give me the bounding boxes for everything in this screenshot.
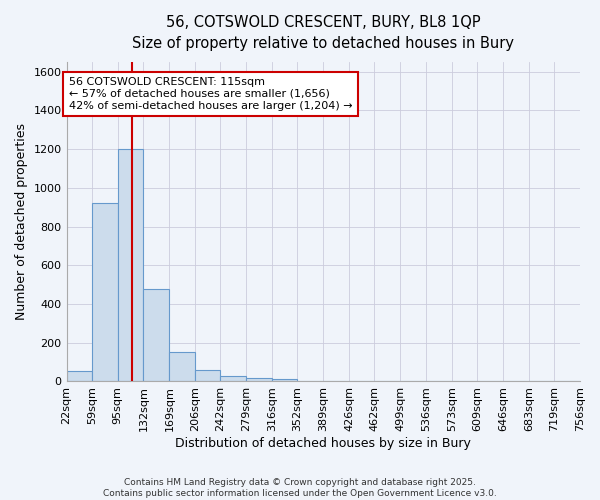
Bar bbox=[67, 371, 92, 382]
Title: 56, COTSWOLD CRESCENT, BURY, BL8 1QP
Size of property relative to detached house: 56, COTSWOLD CRESCENT, BURY, BL8 1QP Siz… bbox=[132, 15, 514, 51]
Bar bbox=[92, 204, 118, 382]
Bar bbox=[195, 370, 220, 382]
X-axis label: Distribution of detached houses by size in Bury: Distribution of detached houses by size … bbox=[175, 437, 471, 450]
Bar bbox=[220, 376, 247, 382]
Bar bbox=[272, 378, 298, 382]
Bar bbox=[143, 290, 169, 382]
Bar bbox=[169, 352, 195, 382]
Y-axis label: Number of detached properties: Number of detached properties bbox=[15, 123, 28, 320]
Text: 56 COTSWOLD CRESCENT: 115sqm
← 57% of detached houses are smaller (1,656)
42% of: 56 COTSWOLD CRESCENT: 115sqm ← 57% of de… bbox=[68, 78, 352, 110]
Bar bbox=[247, 378, 272, 382]
Text: Contains HM Land Registry data © Crown copyright and database right 2025.
Contai: Contains HM Land Registry data © Crown c… bbox=[103, 478, 497, 498]
Bar bbox=[118, 149, 143, 382]
